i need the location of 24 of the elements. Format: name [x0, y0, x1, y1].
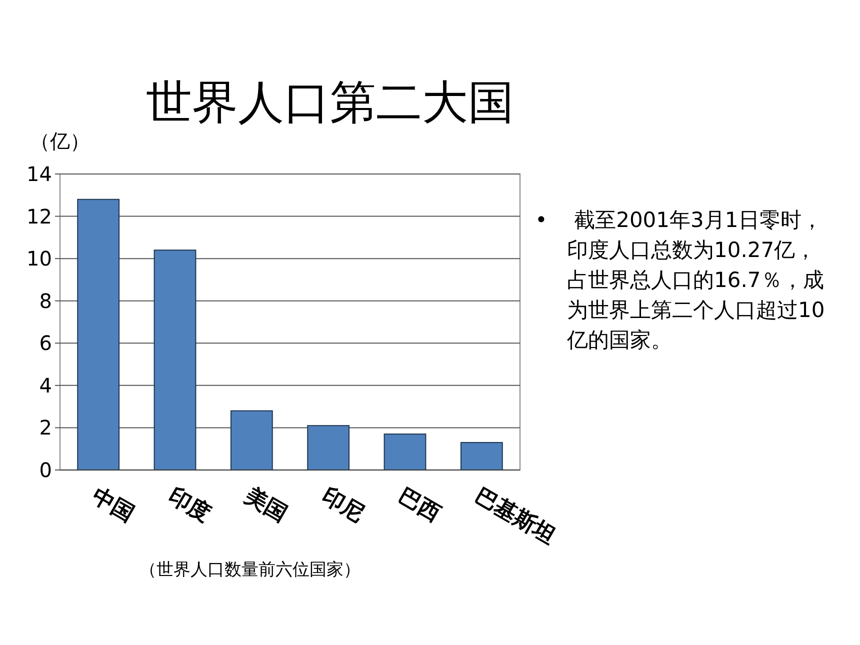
- y-axis-title: （亿）: [30, 129, 90, 153]
- text: • 截至2001年3月1日零时，印度人口总数为10.27亿，占世界总人口的16.7％，成为世界上第二个人口超过10亿的国家。: [535, 208, 825, 352]
- y-tick-label: 8: [39, 288, 52, 313]
- y-tick-label: 4: [39, 373, 52, 398]
- y-tick-label: 6: [39, 331, 52, 356]
- x-tick-label: 美国: [240, 482, 292, 528]
- bar: [154, 250, 196, 470]
- bar: [230, 410, 273, 470]
- x-tick-label: 巴基斯坦: [470, 484, 560, 550]
- y-tick-label: 14: [26, 162, 52, 186]
- x-tick-label: 中国: [87, 484, 138, 528]
- x-tick-label: 印度: [164, 482, 216, 528]
- text: （世界人口数量前六位国家）: [140, 560, 360, 579]
- y-tick-label: 12: [26, 204, 52, 228]
- bar: [77, 198, 120, 470]
- bar: [307, 425, 350, 470]
- bar: [384, 434, 426, 470]
- y-tick-label: 0: [39, 458, 52, 482]
- y-tick-label: 10: [26, 246, 52, 271]
- x-tick-label: 巴西: [394, 484, 445, 528]
- bar: [460, 442, 503, 470]
- y-tick-label: 2: [39, 416, 52, 440]
- x-tick-label: 印尼: [317, 484, 368, 528]
- chart-title: 世界人口第二大国: [146, 77, 514, 128]
